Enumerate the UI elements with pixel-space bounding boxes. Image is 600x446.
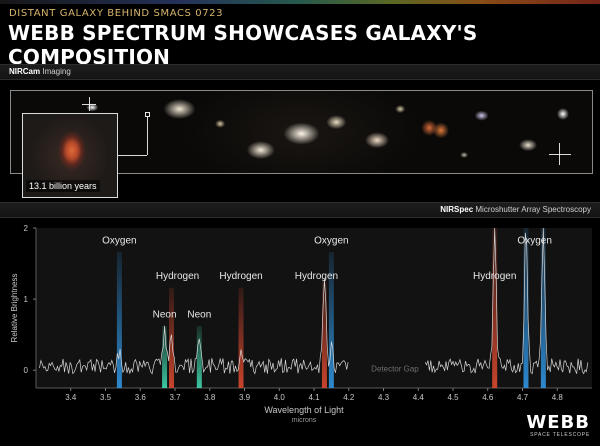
x-tick-label: 4.0 <box>274 393 286 402</box>
emission-line-oxygen <box>540 228 546 388</box>
zoom-marker <box>145 112 150 117</box>
nircam-label-rest: Imaging <box>40 67 71 76</box>
spectrum-trace <box>424 227 589 375</box>
webb-logo: WEBB SPACE TELESCOPE <box>526 412 590 439</box>
x-tick-label: 4.6 <box>482 393 494 402</box>
x-tick-label: 3.6 <box>135 393 147 402</box>
label-hydrogen: Hydrogen <box>219 271 262 282</box>
x-axis-label: Wavelength of Light <box>264 405 344 415</box>
page-title: WEBB SPECTRUM SHOWCASES GALAXY'S COMPOSI… <box>8 21 478 69</box>
connector-line <box>147 117 148 155</box>
x-axis-unit: microns <box>292 417 317 424</box>
kicker-text: DISTANT GALAXY BEHIND SMACS 0723 <box>9 8 224 19</box>
spectrum-trace <box>39 278 349 375</box>
label-oxygen: Oxygen <box>314 236 348 247</box>
y-tick-label: 0 <box>24 366 29 375</box>
emission-line-oxygen <box>328 252 334 388</box>
logo-sub: SPACE TELESCOPE <box>530 432 590 438</box>
label-neon: Neon <box>187 310 211 321</box>
x-tick-label: 3.4 <box>65 393 77 402</box>
nirspec-label: NIRSpec <box>440 205 474 214</box>
emission-line-hydrogen <box>492 228 498 388</box>
x-tick-label: 3.5 <box>100 393 112 402</box>
label-oxygen: Oxygen <box>517 236 551 247</box>
rainbow-strip <box>0 0 600 4</box>
emission-line-neon <box>196 326 202 388</box>
x-tick-label: 4.2 <box>343 393 355 402</box>
spectrum-chart: 0 1 2 3.4 3.5 3.6 3.7 3.8 3.9 4.0 4.1 4.2 4.3 4.4 4.5 4… <box>10 224 592 424</box>
emission-line-oxygen <box>523 228 529 388</box>
emission-line-hydrogen <box>321 281 327 388</box>
label-hydrogen: Hydrogen <box>473 271 516 282</box>
x-tick-label: 3.8 <box>204 393 216 402</box>
x-tick-label: 4.4 <box>413 393 425 402</box>
y-axis-label: Relative Brightness <box>10 274 19 343</box>
label-oxygen: Oxygen <box>102 236 136 247</box>
nircam-band: NIRCam Imaging <box>0 64 600 80</box>
emission-line-oxygen <box>116 252 122 388</box>
x-tick-label: 4.1 <box>308 393 320 402</box>
x-tick-label: 4.8 <box>552 393 564 402</box>
x-tick-label: 4.7 <box>517 393 529 402</box>
emission-line-hydrogen <box>238 287 244 388</box>
detector-gap-label: Detector Gap <box>371 365 419 374</box>
nirspec-label-rest: Microshutter Array Spectroscopy <box>473 205 591 214</box>
nirspec-band: NIRSpec Microshutter Array Spectroscopy <box>0 202 600 218</box>
star-spike <box>549 154 571 155</box>
emission-line-neon <box>162 326 168 388</box>
logo-main: WEBB <box>526 412 590 433</box>
x-tick-label: 4.3 <box>378 393 390 402</box>
x-tick-label: 3.9 <box>239 393 251 402</box>
label-neon: Neon <box>153 310 177 321</box>
label-hydrogen: Hydrogen <box>156 271 199 282</box>
y-tick-label: 2 <box>24 224 29 233</box>
x-tick-label: 4.5 <box>447 393 459 402</box>
y-tick-label: 1 <box>24 295 29 304</box>
connector-line <box>116 155 147 156</box>
inset-label: 13.1 billion years <box>26 180 100 192</box>
nircam-label: NIRCam <box>9 67 41 76</box>
star-spike <box>82 104 96 105</box>
x-tick-label: 3.7 <box>169 393 181 402</box>
plot-area <box>36 228 592 388</box>
label-hydrogen: Hydrogen <box>295 271 338 282</box>
